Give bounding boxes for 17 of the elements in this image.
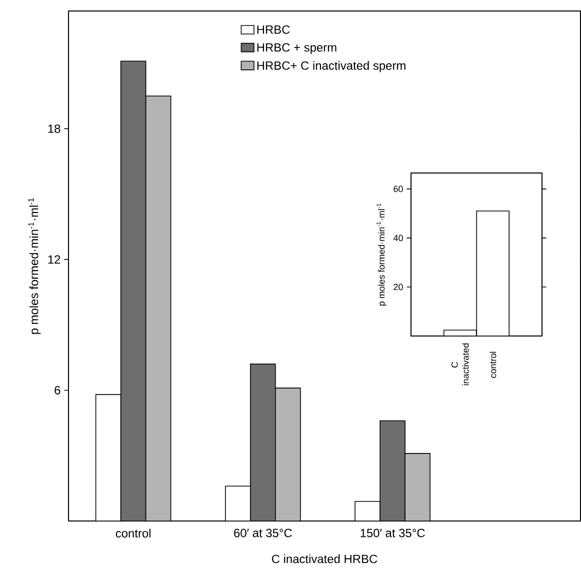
y-tick-label: 6 [54,386,60,394]
y-axis-title: p moles formed·min$^{-1}$·ml$^{-1}$ [376,204,386,306]
legend-label: HRBC + sperm [257,43,336,54]
x-tick-label: 150′ at 35°C [360,528,425,538]
y-tick-label: 60 [394,186,403,192]
y-tick-label: 40 [393,234,403,242]
y-tick-label: 20 [394,284,403,290]
x-tick-label: 60′ at 35°C [234,528,292,538]
y-tick-label: 12 [48,255,60,264]
legend-label: HRBC [257,25,290,34]
x-tick-label: control [490,352,496,378]
x-tick-label: control [116,528,150,538]
y-tick-label: 18 [48,124,60,133]
legend-label: HRBC+ C inactivated sperm [257,61,406,72]
y-axis-title: p moles formed·min$^{-1}$·ml$^{-1}$ [28,198,41,334]
x-axis-title: C inactivated HRBC [272,554,378,564]
x-tick-label: C inactivated [451,343,469,386]
